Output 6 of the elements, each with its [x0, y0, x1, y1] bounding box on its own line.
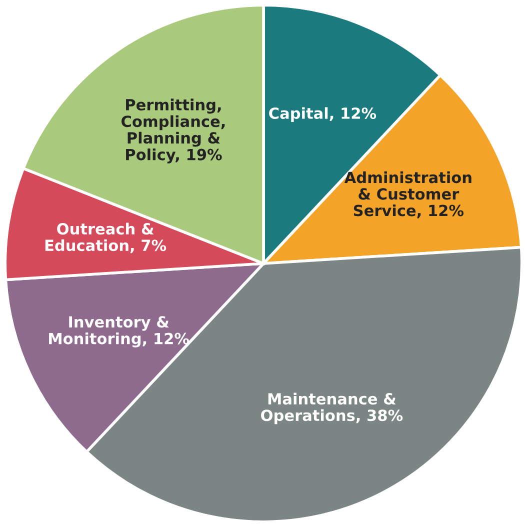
- slice-label: Capital, 12%: [269, 107, 376, 122]
- slice-label: Inventory & Monitoring, 12%: [49, 316, 190, 348]
- slice-label: Maintenance & Operations, 38%: [261, 392, 403, 424]
- slice-label: Permitting, Compliance, Planning & Policy, 19%: [122, 98, 225, 164]
- slice-label: Administration & Customer Service, 12%: [344, 171, 472, 218]
- slice-label: Outreach & Education, 7%: [45, 222, 166, 254]
